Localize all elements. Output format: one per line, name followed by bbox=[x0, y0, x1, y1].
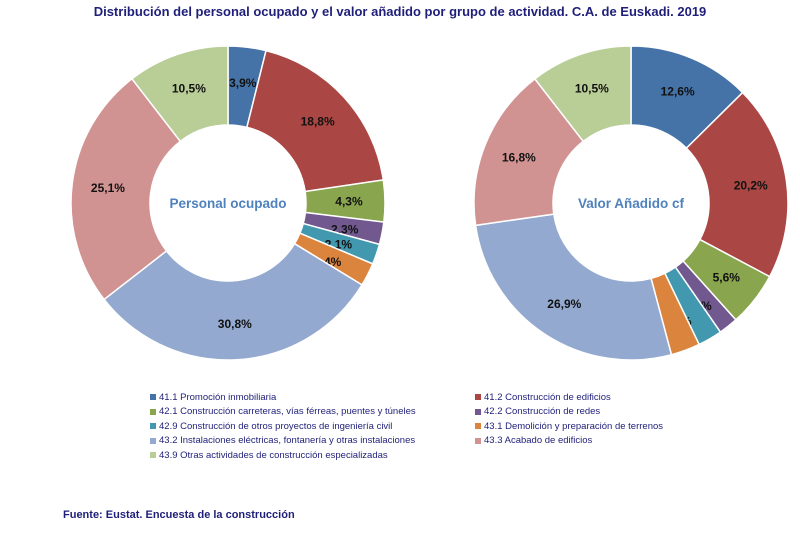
slice-label-1-43-2: 26,9% bbox=[547, 297, 581, 311]
legend-swatch bbox=[150, 452, 156, 459]
slice-label-0-41-1: 3,9% bbox=[229, 76, 257, 90]
legend-swatch bbox=[475, 394, 481, 401]
slice-1-43-2 bbox=[474, 213, 673, 361]
slice-label-1-43-9: 10,5% bbox=[575, 82, 609, 96]
slice-label-0-41-2: 18,8% bbox=[301, 115, 335, 129]
slice-label-1-41-1: 12,6% bbox=[661, 84, 695, 98]
legend-label: 43.3 Acabado de edificios bbox=[484, 435, 593, 447]
legend-item: 43.3 Acabado de edificios bbox=[475, 435, 710, 448]
legend-label: 41.2 Construcción de edificios bbox=[484, 391, 611, 403]
slice-1-43-9 bbox=[533, 45, 632, 143]
legend-label: 43.2 Instalaciones eléctricas, fontanerí… bbox=[159, 435, 416, 447]
legend-swatch bbox=[150, 423, 156, 430]
donut-center-label-0: Personal ocupado bbox=[169, 196, 286, 211]
legend-swatch bbox=[150, 408, 156, 415]
legend-item: 43.1 Demolición y preparación de terreno… bbox=[475, 420, 710, 433]
legend-item: 41.2 Construcción de edificios bbox=[475, 391, 710, 404]
chart-title: Distribución del personal ocupado y el v… bbox=[93, 4, 707, 19]
legend-label: 42.9 Construcción de otros proyectos de … bbox=[159, 420, 393, 432]
legend-swatch bbox=[150, 394, 156, 401]
legend: 41.1 Promoción inmobiliaria 41.2 Construc… bbox=[150, 391, 710, 462]
legend-label: 42.1 Construcción carreteras, vías férre… bbox=[159, 406, 416, 418]
legend-swatch bbox=[150, 437, 156, 444]
legend-item: 41.1 Promoción inmobiliaria bbox=[150, 391, 475, 404]
legend-label: 42.2 Construcción de redes bbox=[484, 406, 601, 418]
slice-label-1-41-2: 20,2% bbox=[734, 178, 768, 192]
slice-0-41-2 bbox=[245, 49, 385, 193]
legend-item: 42.2 Construcción de redes bbox=[475, 406, 710, 419]
slice-0-43-9 bbox=[130, 45, 229, 143]
slice-1-41-2 bbox=[685, 91, 789, 278]
slice-label-1-43-3: 16,8% bbox=[502, 151, 536, 165]
legend-item: 42.9 Construcción de otros proyectos de … bbox=[150, 420, 475, 433]
legend-swatch bbox=[475, 423, 481, 430]
source-note: Fuente: Eustat. Encuesta de la construcc… bbox=[63, 509, 295, 521]
slice-0-43-3 bbox=[70, 77, 182, 301]
donut-charts: 3,9%18,8%4,3%2,3%2,1%2,4%30,8%25,1%10,5%… bbox=[70, 45, 789, 361]
slice-label-1-42-1: 5,6% bbox=[713, 271, 741, 285]
slice-0-43-2 bbox=[103, 242, 363, 361]
legend-item: 43.2 Instalaciones eléctricas, fontanerí… bbox=[150, 435, 475, 448]
legend-label: 43.9 Otras actividades de construcción e… bbox=[159, 449, 388, 461]
legend-item: 42.1 Construcción carreteras, vías férre… bbox=[150, 406, 475, 419]
legend-swatch bbox=[475, 437, 481, 444]
donut-center-label-1: Valor Añadido cf bbox=[578, 196, 685, 211]
slice-label-0-43-3: 25,1% bbox=[91, 181, 125, 195]
legend-swatch bbox=[475, 408, 481, 415]
legend-label: 41.1 Promoción inmobiliaria bbox=[159, 391, 277, 403]
slice-label-0-43-2: 30,8% bbox=[218, 317, 252, 331]
legend-label: 43.1 Demolición y preparación de terreno… bbox=[484, 420, 664, 432]
slice-label-0-42-1: 4,3% bbox=[335, 194, 363, 208]
legend-item: 43.9 Otras actividades de construcción e… bbox=[150, 449, 475, 462]
slice-label-0-43-9: 10,5% bbox=[172, 81, 206, 95]
